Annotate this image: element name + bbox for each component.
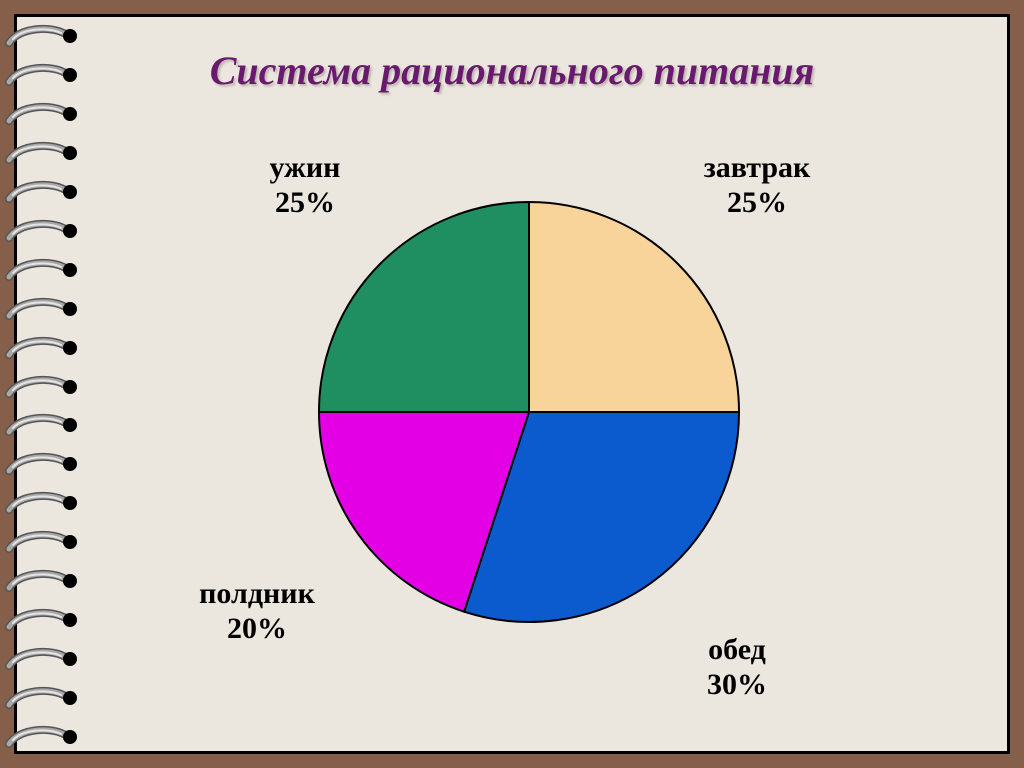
slide-canvas: Система рационального питания завтрак 25… (14, 14, 1010, 754)
pie-chart-area: завтрак 25% обед 30% полдник 20% ужин 25% (17, 17, 1007, 751)
chart-label: ужин 25% (270, 151, 341, 220)
pie-slice-завтрак (529, 202, 739, 412)
chart-label: обед 30% (707, 633, 767, 702)
pie-slice-ужин (319, 202, 529, 412)
chart-label: завтрак 25% (704, 151, 811, 220)
outer-frame: Система рационального питания завтрак 25… (0, 0, 1024, 768)
chart-label: полдник 20% (199, 577, 315, 646)
pie-chart (316, 199, 742, 625)
